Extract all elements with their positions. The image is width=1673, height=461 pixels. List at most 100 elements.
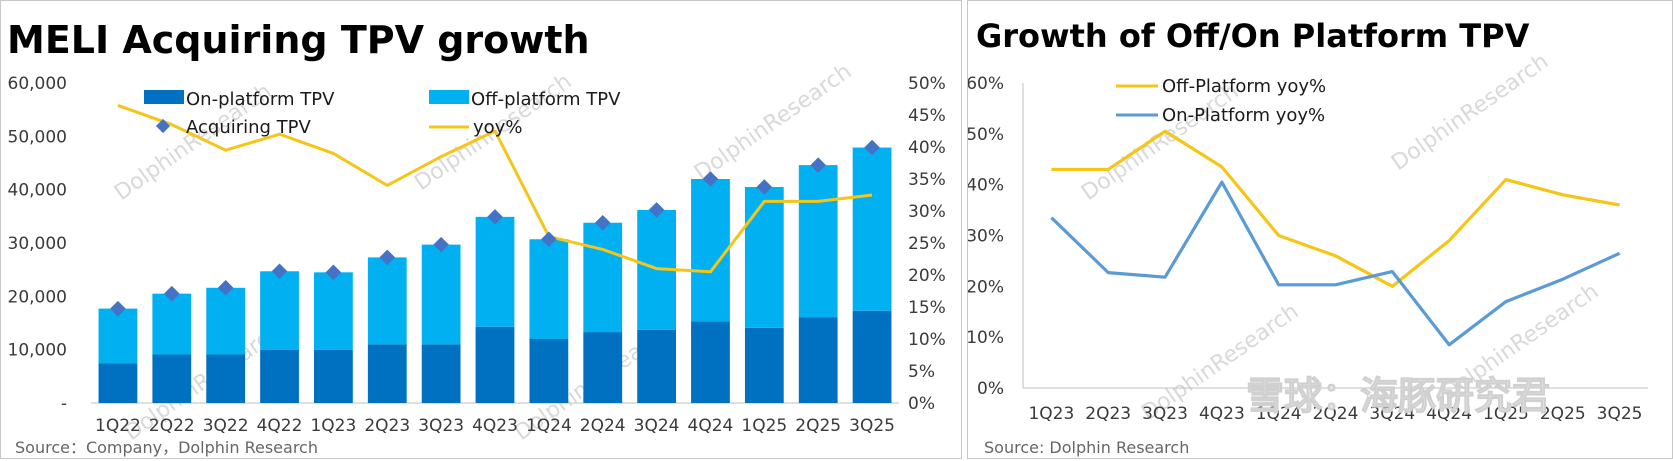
bar-off-platform (206, 287, 246, 355)
bar-off-platform (798, 165, 838, 318)
acquiring-tpv-markers (110, 139, 880, 317)
y-tick-label: 50% (968, 125, 1004, 145)
bar-off-platform (367, 257, 407, 345)
y2-tick-label: 40% (908, 138, 946, 158)
line-yoy (117, 103, 873, 274)
y-tick-label: 40,000 (8, 181, 67, 201)
source-note: Source：Company，Dolphin Research (15, 438, 318, 457)
line-off-platform-yoy (1051, 129, 1620, 288)
legend-swatch-on-platform (144, 90, 184, 104)
x-tick-label: 1Q24 (1256, 404, 1302, 424)
bar-on-platform (637, 329, 676, 403)
legend-label-on-platform: On-Platform yoy% (1162, 105, 1325, 126)
y2-tick-label: 35% (908, 170, 946, 190)
bar-on-platform (98, 363, 138, 403)
legend-label-off-platform: Off-Platform yoy% (1162, 76, 1326, 97)
y-tick-label: 10% (968, 328, 1004, 348)
legend-label-acquiring: Acquiring TPV (186, 117, 312, 138)
y-tick-label: 0% (977, 379, 1004, 399)
bar-series (98, 147, 892, 403)
bar-off-platform (744, 187, 784, 328)
marker-acquiring-tpv (217, 280, 234, 296)
x-tick-label: 2Q24 (1313, 404, 1359, 424)
x-tick-label: 2Q25 (1540, 404, 1586, 424)
platform-growth-chart: DolphinResearch DolphinResearch DolphinR… (968, 17, 1648, 457)
x-tick-label: 3Q25 (849, 416, 895, 436)
bar-on-platform (798, 317, 838, 403)
y-tick-label: 50,000 (8, 127, 67, 147)
legend-swatch-off-platform (429, 90, 469, 104)
x-tick-label: 4Q22 (257, 416, 303, 436)
y2-tick-label: 20% (908, 266, 946, 286)
x-tick-label: 4Q23 (1199, 404, 1245, 424)
x-tick-label: 3Q24 (1369, 404, 1415, 424)
x-tick-label: 3Q23 (1142, 404, 1188, 424)
y2-tick-label: 25% (908, 234, 946, 254)
x-tick-label: 2Q22 (149, 416, 195, 436)
x-tick-label: 1Q22 (95, 416, 141, 436)
x-tick-label: 2Q23 (1085, 404, 1131, 424)
y-tick-label: - (61, 394, 67, 414)
y-tick-label: 20% (968, 277, 1004, 297)
x-tick-label: 4Q24 (1426, 404, 1472, 424)
y-tick-label: 60% (968, 74, 1004, 94)
bar-on-platform (475, 326, 515, 403)
platform-growth-chart-panel: DolphinResearch DolphinResearch DolphinR… (967, 0, 1673, 459)
bar-off-platform (98, 308, 138, 364)
y-tick-label: 30,000 (8, 234, 67, 254)
y2-tick-label: 30% (908, 202, 946, 222)
x-tick-label: 2Q25 (795, 416, 841, 436)
y-tick-label: 30% (968, 227, 1004, 247)
bar-off-platform (583, 222, 623, 333)
x-tick-label: 1Q23 (310, 416, 356, 436)
legend: On-platform TPV Off-platform TPV Acquiri… (144, 89, 621, 138)
x-tick-label: 1Q25 (741, 416, 787, 436)
x-tick-label: 3Q23 (418, 416, 464, 436)
footer-watermark: 雪球：海豚研究君 (1246, 374, 1550, 418)
y2-tick-label: 15% (908, 298, 946, 318)
chart-title: MELI Acquiring TPV growth (7, 18, 590, 62)
legend: Off-Platform yoy% On-Platform yoy% (1116, 76, 1326, 126)
y-tick-label: 20,000 (8, 287, 67, 307)
marker-acquiring-tpv (541, 231, 557, 248)
bar-off-platform (314, 272, 353, 350)
bar-on-platform (691, 321, 730, 403)
marker-acquiring-tpv (487, 209, 503, 225)
x-axis: 1Q22 2Q22 3Q22 4Q22 1Q23 2Q23 3Q23 4Q23 1Q24 2Q24… (95, 416, 895, 436)
bar-off-platform (529, 239, 569, 339)
tpv-growth-chart-panel: DolphinResearch DolphinResearch DolphinR… (0, 0, 962, 459)
line-series (1050, 129, 1621, 347)
left-y-axis: - 10,000 20,000 30,000 40,000 50,000 60,000 (8, 74, 67, 414)
y2-tick-label: 10% (908, 330, 946, 350)
x-tick-label: 3Q24 (634, 416, 680, 436)
marker-acquiring-tpv (164, 285, 180, 302)
y-tick-label: 40% (968, 176, 1004, 196)
bar-on-platform (152, 354, 192, 403)
y2-tick-label: 5% (908, 362, 935, 382)
marker-acquiring-tpv (864, 139, 880, 156)
tpv-growth-chart: DolphinResearch DolphinResearch DolphinR… (7, 18, 946, 457)
line-on-platform-yoy (1050, 180, 1621, 347)
yoy-line-series (117, 103, 873, 274)
bar-off-platform (260, 271, 299, 350)
marker-acquiring-tpv (594, 214, 611, 231)
bar-on-platform (314, 349, 353, 403)
y2-tick-label: 50% (908, 74, 946, 94)
bar-on-platform (421, 344, 461, 403)
y-tick-label: 60,000 (8, 74, 67, 94)
marker-acquiring-tpv (810, 157, 826, 173)
x-tick-label: 1Q25 (1483, 404, 1529, 424)
bar-on-platform (583, 332, 623, 403)
bar-on-platform (367, 344, 407, 403)
y-axis: 0% 10% 20% 30% 40% 50% 60% (968, 74, 1004, 399)
legend-label-off-platform: Off-platform TPV (471, 89, 621, 110)
x-tick-label: 1Q24 (526, 416, 572, 436)
bar-off-platform (421, 244, 461, 345)
chart-title: Growth of Off/On Platform TPV (976, 17, 1530, 55)
y2-tick-label: 0% (908, 394, 935, 414)
x-axis: 1Q23 2Q23 3Q23 4Q23 1Q24 2Q24 3Q24 4Q24 1Q25 2Q25… (1028, 404, 1642, 424)
bar-on-platform (852, 310, 892, 403)
x-tick-label: 2Q24 (580, 416, 626, 436)
legend-label-on-platform: On-platform TPV (186, 89, 335, 110)
x-tick-label: 1Q23 (1028, 404, 1074, 424)
